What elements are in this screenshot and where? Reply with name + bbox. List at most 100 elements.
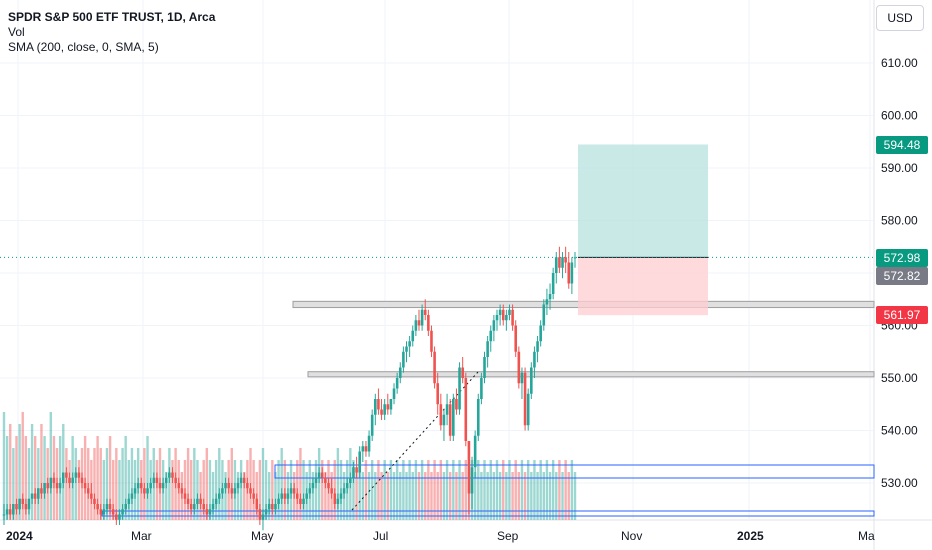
candle-body — [58, 483, 62, 489]
candle-body — [261, 514, 265, 520]
symbol-title[interactable]: SPDR S&P 500 ETF TRUST, 1D, Arca — [8, 10, 216, 24]
volume-bar — [65, 448, 68, 520]
x-tick-label: Sep — [497, 529, 519, 543]
candle-body — [455, 399, 458, 410]
volume-indicator-label[interactable]: Vol — [8, 25, 25, 39]
candle-body — [342, 488, 346, 494]
x-tick-label: Mar — [131, 529, 152, 543]
volume-bar — [414, 460, 418, 520]
y-tick-label: 590.00 — [881, 161, 918, 175]
volume-bar — [533, 460, 536, 520]
volume-bar — [498, 472, 502, 520]
candle-body — [124, 504, 127, 510]
candle-body — [352, 467, 355, 478]
candle-body — [177, 483, 181, 489]
candle-body — [361, 446, 365, 452]
candle-body — [74, 472, 78, 478]
candle-body — [320, 472, 324, 478]
volume-bar — [15, 436, 18, 520]
volume-bar — [473, 472, 477, 520]
candle-body — [33, 493, 37, 499]
sma-indicator-label[interactable]: SMA (200, close, 0, SMA, 5) — [8, 40, 159, 54]
candle-body — [8, 509, 12, 515]
candle-body — [242, 477, 246, 483]
candle-body — [445, 404, 449, 415]
candle-body — [127, 498, 131, 504]
candle-body — [12, 504, 15, 515]
volume-bar — [555, 472, 558, 520]
volume-bar — [280, 448, 283, 520]
candle-body — [189, 504, 193, 510]
candle-body — [461, 367, 464, 378]
candle-body — [364, 446, 368, 452]
volume-bar — [523, 472, 527, 520]
candle-body — [246, 483, 249, 489]
candle-body — [267, 504, 271, 510]
candle-body — [523, 372, 527, 426]
stop-zone — [578, 257, 708, 316]
candle-body — [255, 498, 259, 510]
volume-bar — [383, 460, 386, 520]
candle-body — [299, 498, 302, 504]
candle-body — [489, 330, 493, 342]
volume-bar — [37, 448, 40, 520]
candle-body — [30, 493, 34, 499]
volume-bar — [30, 424, 34, 520]
candle-body — [392, 388, 396, 399]
blue-box-upper — [274, 464, 875, 479]
candle-body — [202, 504, 205, 510]
currency-button[interactable]: USD — [876, 5, 924, 31]
candle-body — [24, 504, 28, 510]
candle-body — [68, 477, 71, 483]
candle-body — [486, 341, 489, 357]
volume-bar — [43, 436, 46, 520]
candle-body — [296, 493, 299, 499]
candle-body — [80, 477, 84, 483]
candle-body — [52, 477, 56, 483]
candle-body — [274, 504, 277, 510]
y-tick-label: 610.00 — [881, 56, 918, 70]
candle-body — [283, 493, 287, 499]
candle-body — [411, 330, 415, 342]
candle-body — [2, 514, 6, 516]
candle-body — [511, 309, 514, 326]
candle-body — [174, 477, 177, 483]
candle-body — [561, 257, 564, 268]
candle-body — [164, 477, 168, 483]
volume-bar — [127, 460, 131, 520]
volume-bar — [205, 448, 209, 520]
volume-bar — [24, 436, 28, 520]
candle-body — [208, 509, 212, 515]
candle-body — [520, 372, 524, 384]
candle-body — [286, 493, 290, 499]
volume-bar — [445, 460, 449, 520]
candle-body — [146, 488, 149, 494]
candle-body — [420, 309, 424, 326]
candle-body — [548, 294, 552, 300]
candle-body — [46, 483, 49, 489]
candle-body — [339, 493, 343, 499]
volume-bar — [124, 436, 127, 520]
candle-body — [133, 488, 137, 494]
volume-bar — [268, 472, 271, 520]
x-tick-label: 2024 — [6, 529, 33, 543]
candle-body — [227, 483, 230, 489]
volume-bar — [452, 460, 455, 520]
volume-bar — [492, 472, 496, 520]
candle-body — [86, 488, 90, 494]
volume-bar — [193, 448, 196, 520]
volume-bar — [274, 472, 277, 520]
y-tick-label: 550.00 — [881, 371, 918, 385]
candle-body — [492, 320, 496, 331]
volume-bar — [243, 472, 246, 520]
last-price-badge: 572.98 — [876, 249, 928, 267]
volume-bar — [34, 436, 37, 520]
candle-body — [498, 309, 502, 315]
volume-bar — [302, 460, 305, 520]
volume-bar — [102, 460, 106, 520]
volume-bar — [202, 460, 205, 520]
volume-bar — [480, 472, 483, 520]
volume-bar — [258, 460, 262, 520]
volume-bar — [548, 472, 552, 520]
